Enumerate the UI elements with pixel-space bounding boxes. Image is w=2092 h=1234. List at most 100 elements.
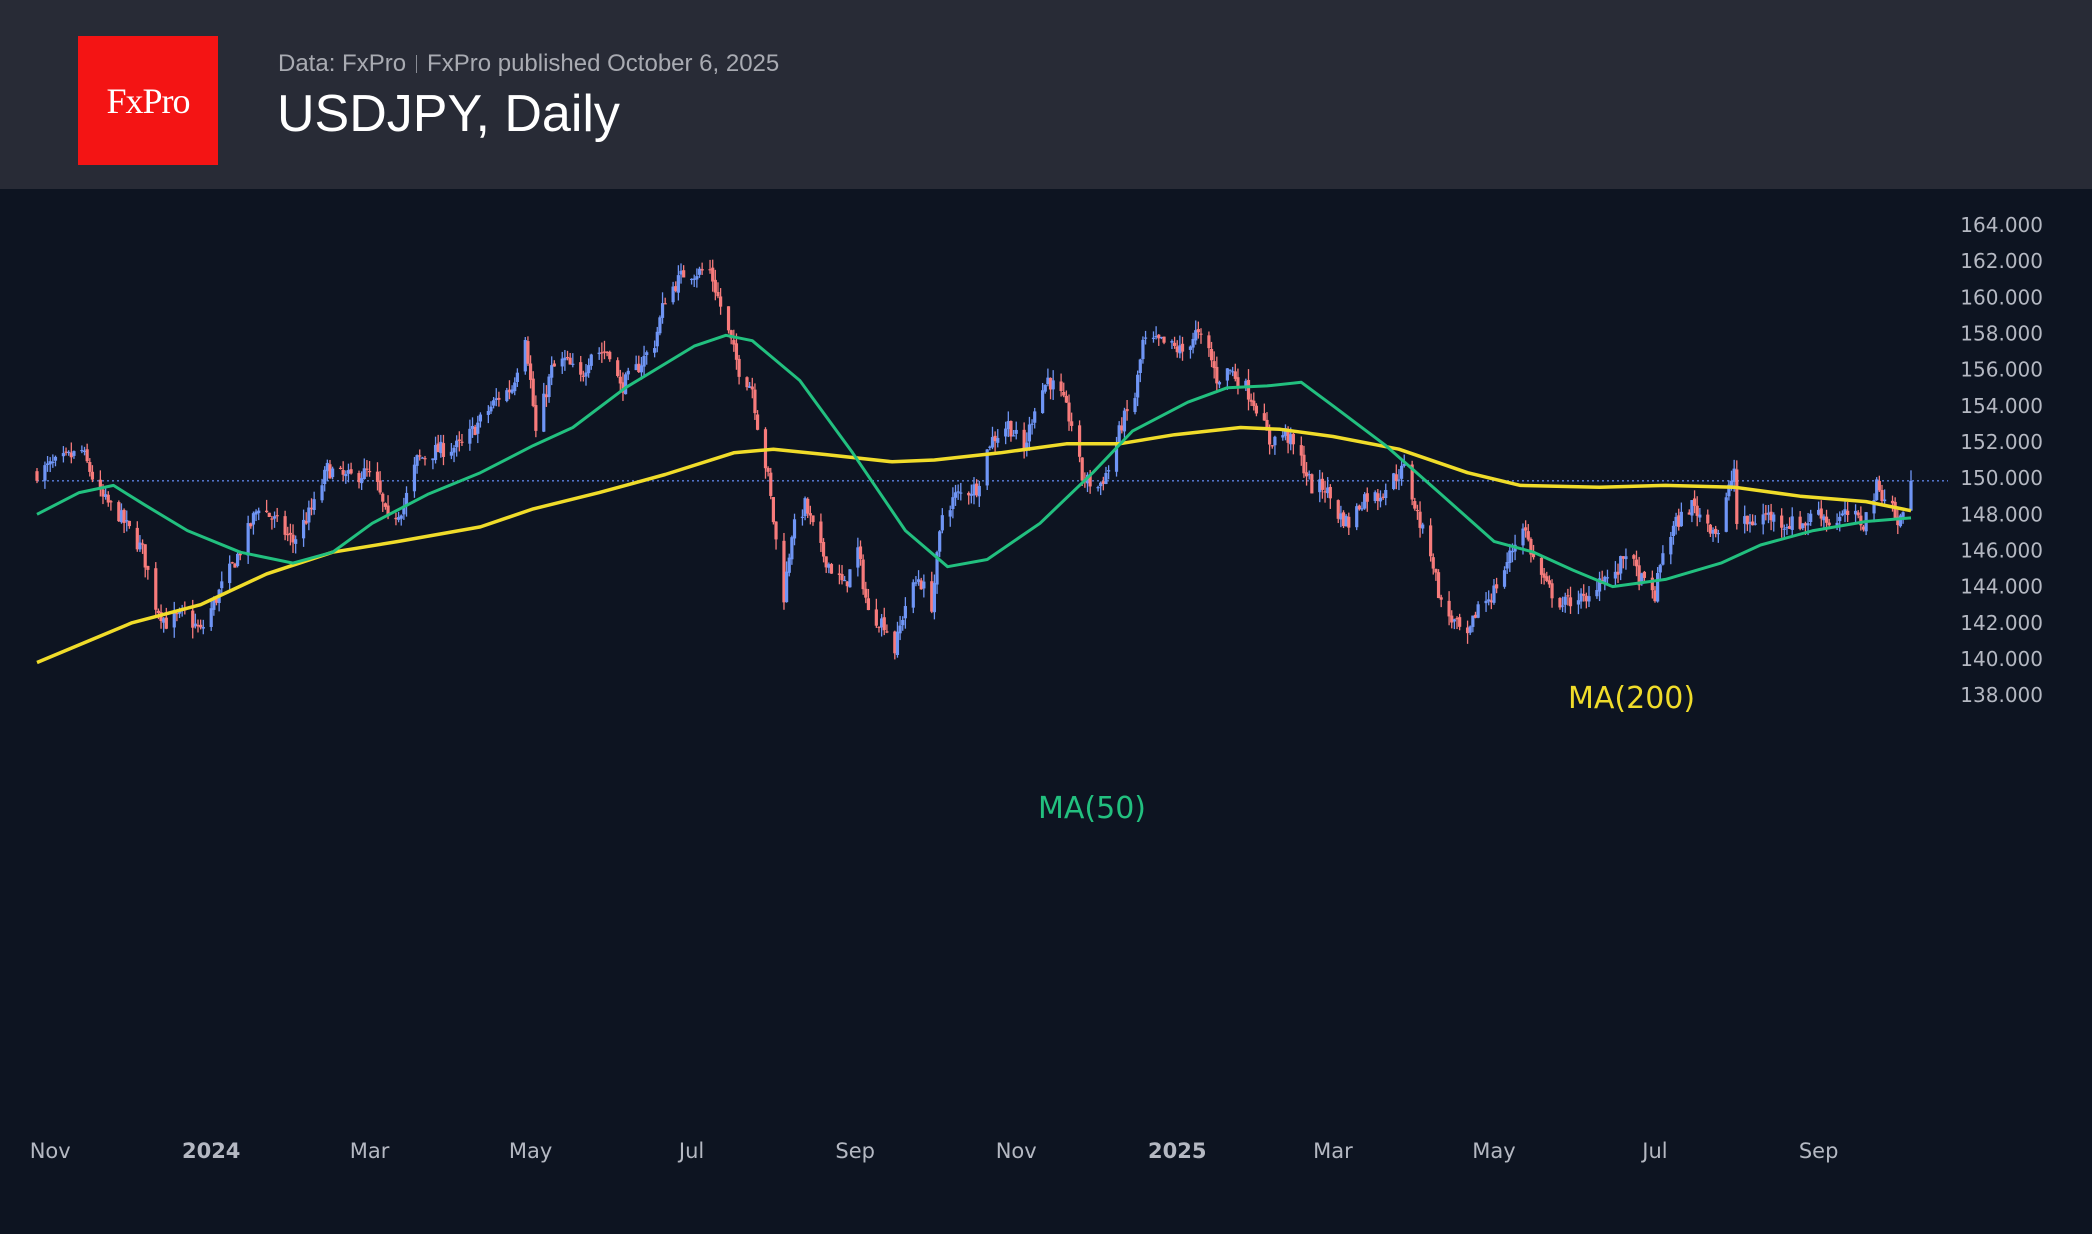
candle-body — [431, 458, 435, 461]
candle-body — [505, 390, 509, 401]
candle-body — [534, 405, 538, 431]
up-candle — [513, 377, 517, 396]
up-candle — [1753, 515, 1757, 526]
candle-body — [441, 443, 446, 457]
candle-body — [893, 631, 897, 654]
up-candle — [67, 450, 71, 456]
candle-body — [1212, 361, 1216, 369]
candle-body — [953, 492, 958, 498]
up-candle — [1492, 579, 1496, 605]
up-candle — [1188, 345, 1193, 359]
down-candle — [579, 355, 583, 382]
up-candle — [990, 426, 995, 450]
candle-body — [1014, 429, 1018, 434]
up-candle — [1344, 514, 1348, 527]
candle-body — [1909, 480, 1913, 511]
down-candle — [249, 522, 253, 529]
candle-body — [1529, 538, 1533, 555]
candle-body — [864, 588, 868, 598]
down-candle — [716, 282, 720, 299]
candle-body — [1310, 474, 1314, 494]
candle-body — [1080, 457, 1084, 481]
candle-body — [1468, 626, 1472, 633]
candle-body — [1281, 435, 1285, 438]
candle-body — [1077, 425, 1082, 457]
up-candle — [1909, 470, 1913, 511]
down-candle — [1547, 575, 1551, 588]
candle-body — [69, 452, 73, 458]
up-candle — [1595, 579, 1599, 599]
up-candle — [787, 553, 791, 577]
up-candle — [220, 571, 224, 596]
candle-body — [1761, 514, 1765, 525]
down-candle — [349, 462, 353, 475]
up-candle — [748, 382, 752, 388]
candle-body — [1265, 419, 1269, 431]
candle-body — [1286, 429, 1290, 443]
down-candle — [418, 449, 422, 461]
candle-body — [1326, 487, 1330, 494]
up-candle — [1154, 326, 1158, 340]
candle-body — [1690, 500, 1694, 516]
candle-body — [708, 269, 712, 271]
candle-body — [473, 426, 477, 435]
up-candle — [1151, 331, 1156, 343]
up-candle — [1099, 481, 1103, 496]
up-candle — [1399, 458, 1404, 486]
candle-body — [138, 542, 142, 550]
down-candle — [267, 512, 271, 518]
down-candle — [602, 340, 607, 360]
x-tick-label: Sep — [1799, 1139, 1839, 1163]
down-candle — [1764, 504, 1768, 521]
down-candle — [1787, 517, 1792, 530]
up-candle — [1159, 336, 1163, 340]
candle-body — [109, 501, 113, 503]
candle-body — [1502, 570, 1507, 587]
candle-body — [1429, 525, 1433, 557]
candle-body — [975, 483, 979, 496]
down-candle — [1180, 336, 1185, 361]
candle-body — [1041, 390, 1045, 414]
candle-body — [1099, 482, 1103, 487]
up-candle — [294, 535, 298, 554]
separator — [416, 55, 418, 73]
candle-body — [1249, 399, 1253, 402]
candle-body — [1188, 346, 1193, 350]
up-candle — [228, 555, 232, 590]
candle-body — [104, 494, 108, 497]
candle-body — [1650, 577, 1654, 591]
up-candle — [1727, 480, 1731, 501]
candle-body — [457, 439, 461, 441]
candle-body — [1658, 565, 1662, 573]
candle-body — [639, 365, 644, 373]
down-candle — [381, 492, 385, 512]
down-candle — [1357, 504, 1361, 511]
down-candle — [265, 499, 269, 513]
down-candle — [1566, 588, 1570, 606]
candle-body — [1107, 470, 1111, 472]
candle-body — [874, 609, 878, 626]
candle-body — [1415, 509, 1420, 512]
down-candle — [1209, 341, 1214, 368]
up-candle — [1716, 529, 1720, 543]
up-candle — [623, 372, 628, 395]
down-candle — [1798, 511, 1802, 531]
candle-body — [64, 451, 68, 453]
candle-body — [901, 619, 905, 626]
candle-body — [1233, 371, 1237, 379]
candle-body — [51, 461, 55, 464]
candle-body — [621, 382, 625, 393]
up-candle — [790, 535, 794, 565]
down-candle — [338, 465, 343, 470]
up-candle — [1011, 430, 1016, 437]
up-candle — [1658, 563, 1662, 581]
down-candle — [135, 521, 139, 552]
down-candle — [365, 460, 369, 477]
down-candle — [1780, 508, 1784, 538]
candle-body — [790, 537, 794, 560]
up-candle — [344, 470, 348, 484]
candle-body — [1861, 526, 1866, 530]
candle-body — [1378, 497, 1383, 502]
candle-body — [1838, 516, 1842, 522]
